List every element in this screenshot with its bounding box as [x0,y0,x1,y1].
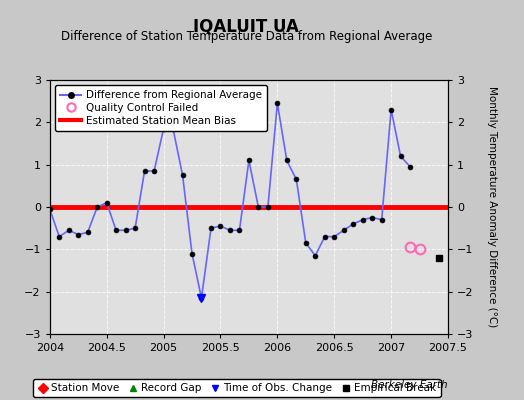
Text: IQALUIT UA: IQALUIT UA [193,18,299,36]
Text: Berkeley Earth: Berkeley Earth [372,380,448,390]
Text: Difference of Station Temperature Data from Regional Average: Difference of Station Temperature Data f… [61,30,432,43]
Legend: Station Move, Record Gap, Time of Obs. Change, Empirical Break: Station Move, Record Gap, Time of Obs. C… [34,379,441,397]
Y-axis label: Monthly Temperature Anomaly Difference (°C): Monthly Temperature Anomaly Difference (… [487,86,497,328]
